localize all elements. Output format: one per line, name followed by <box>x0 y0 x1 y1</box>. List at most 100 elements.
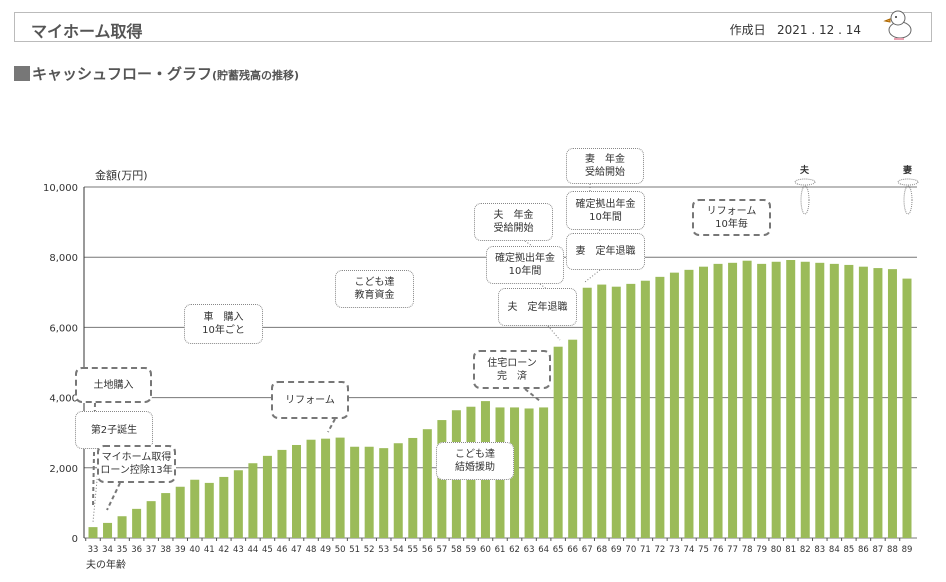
callout-reform-10y: リフォーム 10年毎 <box>692 199 771 236</box>
callout-land-purchase: 土地購入 <box>75 367 152 403</box>
bar-age-81 <box>786 260 796 538</box>
x-tick-label: 89 <box>902 545 913 555</box>
section-title: キャッシュフロー・グラフ(貯蓄残高の推移) <box>14 63 299 84</box>
callout-line: ローン控除13年 <box>100 465 173 476</box>
callout-line: 受給開始 <box>585 167 625 178</box>
bar-age-35 <box>117 516 127 538</box>
x-tick-label: 36 <box>131 545 142 555</box>
bar-age-44 <box>248 463 258 538</box>
x-tick-label: 64 <box>538 545 549 555</box>
bar-age-66 <box>568 339 578 538</box>
callout-line: 夫 年金 <box>493 210 534 221</box>
bar-age-52 <box>364 446 374 538</box>
bar-age-38 <box>161 493 171 538</box>
x-tick-label: 42 <box>218 545 229 555</box>
x-tick-label: 71 <box>640 545 651 555</box>
x-tick-label: 53 <box>378 545 389 555</box>
x-tick-label: 76 <box>713 545 724 555</box>
callout-line: 10年間 <box>589 211 622 223</box>
callout-wife-pension: 妻 年金 受給開始 <box>566 148 644 184</box>
bar-age-65 <box>553 346 563 538</box>
callout-line: 確定拠出年金 <box>575 198 636 210</box>
x-tick-label: 34 <box>102 545 113 555</box>
callout-line: 10年毎 <box>715 218 748 230</box>
x-tick-label: 47 <box>291 545 302 555</box>
bar-age-79 <box>757 263 767 538</box>
x-tick-label: 35 <box>117 545 128 555</box>
x-tick-label: 51 <box>349 545 360 555</box>
x-tick-label: 38 <box>160 545 171 555</box>
x-tick-label: 49 <box>320 545 331 555</box>
y-tick-label: 4,000 <box>49 394 78 405</box>
callout-line: 夫 定年退職 <box>507 301 568 313</box>
x-tick-label: 37 <box>146 545 157 555</box>
bar-age-68 <box>597 284 607 538</box>
bar-age-71 <box>640 280 650 538</box>
callout-line: 10年ごと <box>202 325 245 336</box>
x-tick-label: 69 <box>611 545 622 555</box>
x-tick-label: 41 <box>204 545 215 555</box>
header-bar: マイホーム取得 作成日 2021 . 12 . 14 <box>14 12 932 42</box>
callout-line: こども達 <box>354 277 395 288</box>
callout-pointer <box>597 229 601 234</box>
x-tick-label: 82 <box>800 545 811 555</box>
x-tick-label: 40 <box>189 545 200 555</box>
y-tick-label: 10,000 <box>43 183 78 194</box>
bar-age-83 <box>815 262 825 538</box>
duck-mascot-icon <box>883 10 912 40</box>
x-tick-label: 59 <box>466 545 477 555</box>
bar-age-33 <box>88 527 98 538</box>
x-tick-label: 60 <box>480 545 491 555</box>
x-tick-label: 88 <box>887 545 898 555</box>
bar-age-84 <box>829 263 839 538</box>
bar-age-67 <box>582 287 592 538</box>
creation-date: 作成日 2021 . 12 . 14 <box>730 21 861 38</box>
x-tick-label: 44 <box>247 545 258 555</box>
callout-pointer <box>584 269 601 283</box>
callout-wedding: こども達 結婚援助 <box>436 442 514 480</box>
x-tick-label: 39 <box>175 545 186 555</box>
x-tick-label: 50 <box>335 545 346 555</box>
x-tick-label: 54 <box>393 545 404 555</box>
bar-age-36 <box>132 508 142 538</box>
callout-line: 受給開始 <box>493 223 534 234</box>
callout-line: 車 購入 <box>203 312 244 323</box>
bar-age-74 <box>684 269 694 538</box>
section-subtitle: (貯蓄残高の推移) <box>212 69 300 82</box>
bar-age-89 <box>902 278 912 538</box>
x-tick-label: 55 <box>407 545 418 555</box>
y-tick-label: 0 <box>72 534 78 545</box>
halo-icon <box>897 178 919 186</box>
x-tick-label: 77 <box>727 545 738 555</box>
bar-age-56 <box>422 429 432 538</box>
x-tick-label: 62 <box>509 545 520 555</box>
x-tick-label: 85 <box>843 545 854 555</box>
callout-line: 妻 定年退職 <box>575 246 636 257</box>
y-tick-label: 6,000 <box>49 323 78 334</box>
bar-age-51 <box>350 446 360 538</box>
callout-line: 10年間 <box>508 266 542 277</box>
bar-age-73 <box>669 272 679 538</box>
x-tick-label: 58 <box>451 545 462 555</box>
bar-age-42 <box>219 476 229 538</box>
bar-age-62 <box>510 407 520 538</box>
x-tick-label: 80 <box>771 545 782 555</box>
callout-line: こども達 <box>455 449 495 460</box>
callout-line: 確定拠出年金 <box>495 253 555 264</box>
bar-age-86 <box>858 266 868 538</box>
callout-husband-retire: 夫 定年退職 <box>498 288 577 326</box>
x-tick-label: 46 <box>277 545 288 555</box>
callout-line: 完 済 <box>497 370 527 382</box>
bar-age-64 <box>539 407 549 538</box>
x-tick-label: 86 <box>858 545 869 555</box>
callout-line: 第2子誕生 <box>90 424 138 436</box>
x-tick-label: 73 <box>669 545 680 555</box>
x-tick-label: 61 <box>495 545 506 555</box>
x-tick-label: 83 <box>814 545 825 555</box>
callout-reform: リフォーム <box>271 381 349 419</box>
y-axis-label: 金額(万円) <box>95 169 148 182</box>
bar-age-39 <box>175 486 185 538</box>
callout-pointer <box>524 388 541 402</box>
x-tick-label: 33 <box>88 545 99 555</box>
